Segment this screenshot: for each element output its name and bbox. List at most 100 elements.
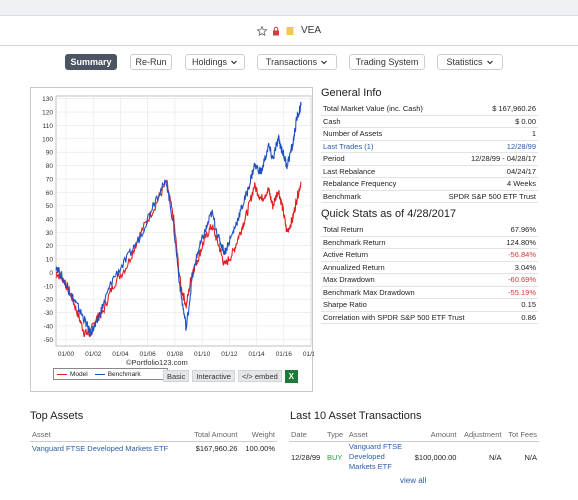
quick-stats-label: Total Return — [323, 225, 364, 235]
top-assets-title: Top Assets — [30, 410, 84, 422]
summary-label: Summary — [70, 57, 112, 67]
general-info-label: Period — [323, 154, 345, 164]
trading-system-button[interactable]: Trading System — [349, 54, 425, 70]
col-amount: Amount — [408, 429, 459, 442]
statistics-dropdown[interactable]: Statistics — [437, 54, 503, 70]
performance-chart: 130 120 110 100 90 80 70 60 50 40 30 20 10 0 -10 -20 -30… — [30, 87, 314, 392]
col-weight: Weight — [239, 429, 277, 442]
y-tick-label: 40 — [46, 216, 54, 223]
y-tick-label: -50 — [44, 337, 54, 344]
quick-stats-value: 67.96% — [510, 225, 536, 235]
series-line-model — [55, 179, 302, 338]
general-info-value: 12/28/99 - 04/28/17 — [470, 154, 536, 164]
chevron-down-icon — [231, 60, 237, 65]
transactions-label: Transactions — [265, 57, 318, 67]
col-adjustment: Adjustment — [458, 429, 504, 442]
transactions-title: Last 10 Asset Transactions — [290, 410, 422, 422]
view-all-link[interactable]: view all — [400, 476, 427, 485]
quick-stats-value: -60.69% — [508, 275, 536, 285]
quick-stats-label: Benchmark Max Drawdown — [323, 287, 415, 297]
holdings-dropdown[interactable]: Holdings — [185, 54, 245, 70]
general-info-label[interactable]: Last Trades (1) — [323, 141, 374, 151]
chevron-down-icon — [321, 60, 328, 65]
quick-stats-row: Benchmark Return 124.80% — [321, 237, 538, 249]
general-info-row: Total Market Value (inc. Cash) $ 167,960.… — [321, 103, 538, 116]
quick-stats-value: 0.86 — [521, 312, 536, 322]
general-info-value: SPDR S&P 500 ETF Trust — [448, 191, 536, 201]
top-assets-table: Asset Total Amount Weight Vanguard FTSE … — [30, 429, 277, 455]
txn-asset-link[interactable]: Vanguard FTSE Developed Markets ETF — [347, 441, 409, 473]
quick-stats-row: Sharpe Ratio 0.15 — [321, 299, 538, 312]
general-info-label: Rebalance Frequency — [323, 179, 397, 189]
series-line-benchmark — [55, 101, 302, 337]
excel-export-icon[interactable]: X — [284, 370, 298, 383]
general-info-label: Total Market Value (inc. Cash) — [323, 104, 423, 114]
general-info-row: Last Trades (1) 12/28/99 — [321, 141, 538, 153]
legend-benchmark-swatch — [94, 373, 105, 375]
quick-stats-row: Max Drawdown -60.69% — [321, 274, 538, 287]
quick-stats-label: Sharpe Ratio — [323, 300, 367, 310]
embed-button[interactable]: </> embed — [237, 370, 282, 382]
txn-date: 12/28/99 — [291, 452, 321, 462]
quick-stats-label: Correlation with SPDR S&P 500 ETF Trust — [323, 312, 465, 322]
chart-credit: ©Portfolio123.com — [126, 358, 188, 367]
general-info-value[interactable]: 12/28/99 — [506, 141, 536, 151]
quick-stats-list: Total Return 67.96% Benchmark Return 124.80… — [321, 224, 538, 324]
asset-link[interactable]: Vanguard FTSE Developed Markets ETF — [32, 443, 169, 453]
y-tick-label: -20 — [44, 297, 54, 304]
y-tick-label: -10 — [44, 283, 54, 290]
general-info-label: Last Rebalance — [323, 166, 376, 176]
legend-model-swatch — [57, 373, 67, 375]
general-info-value: 4 Weeks — [506, 179, 536, 189]
x-tick-label: 01/02 — [85, 351, 102, 358]
chart-svg: 1301201101009080706050403020100-10-20-30… — [42, 95, 314, 358]
chart-legend: Model Benchmark — [53, 368, 168, 380]
y-tick-label: 10 — [46, 257, 54, 264]
x-tick-label: 01/06 — [140, 351, 157, 358]
txn-asset-line2: Developed — [348, 452, 385, 462]
x-tick-label: 01/10 — [194, 351, 211, 358]
y-tick-label: -30 — [44, 310, 54, 317]
general-info-label: Benchmark — [323, 191, 361, 201]
rerun-button[interactable]: Re-Run — [130, 54, 172, 70]
y-tick-label: 130 — [42, 96, 53, 103]
quick-stats-label: Annualized Return — [323, 262, 385, 272]
basic-button[interactable]: Basic — [163, 370, 190, 382]
chevron-down-icon — [486, 60, 493, 65]
y-tick-label: 70 — [46, 176, 54, 183]
plot-area — [55, 95, 312, 347]
txn-adjustment: N/A — [488, 452, 502, 462]
quick-stats-row: Correlation with SPDR S&P 500 ETF Trust 0… — [321, 312, 538, 324]
y-tick-label: 100 — [42, 136, 53, 143]
portfolio-title-bar: VEA — [0, 16, 578, 46]
quick-stats-value: -55.19% — [508, 287, 536, 297]
transactions-dropdown[interactable]: Transactions — [257, 54, 337, 70]
asset-weight: 100.00% — [245, 443, 275, 453]
y-tick-label: 110 — [43, 123, 54, 130]
quick-stats-row: Annualized Return 3.04% — [321, 262, 538, 274]
chart-tools: Basic Interactive </> embed X — [163, 370, 298, 383]
col-date: Date — [289, 429, 325, 442]
txn-type: BUY — [326, 452, 343, 462]
quick-stats-row: Active Return -56.84% — [321, 249, 538, 262]
x-tick-label: 01/04 — [112, 351, 129, 358]
summary-button[interactable]: Summary — [65, 54, 117, 70]
x-tick-label: 01/08 — [167, 351, 184, 358]
holdings-label: Holdings — [191, 57, 228, 67]
note-icon[interactable] — [285, 26, 295, 36]
col-asset: Asset — [346, 429, 409, 442]
col-fees: Tot Fees — [503, 429, 539, 442]
x-tick-label: 01/18 — [303, 351, 314, 358]
y-tick-label: -40 — [44, 323, 54, 330]
lock-icon — [272, 26, 279, 35]
txn-asset-line1: Vanguard FTSE — [348, 442, 403, 452]
general-info-list: Total Market Value (inc. Cash) $ 167,960.… — [321, 103, 538, 203]
interactive-button[interactable]: Interactive — [192, 370, 235, 382]
rerun-label: Re-Run — [135, 57, 167, 67]
transactions-table: Date Type Asset Amount Adjustment Tot Fe… — [289, 429, 539, 473]
general-info-title: General Info — [321, 87, 382, 99]
legend-benchmark-label: Benchmark — [107, 370, 141, 378]
star-icon[interactable] — [256, 25, 267, 36]
y-tick-label: 50 — [46, 203, 54, 210]
quick-stats-value: 0.15 — [521, 300, 536, 310]
